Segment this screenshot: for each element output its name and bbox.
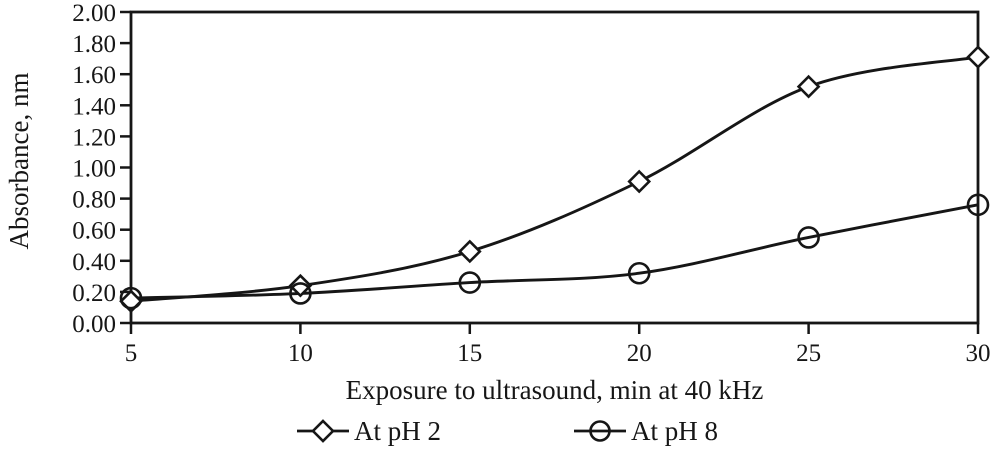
x-axis-tick-label: 25 (796, 340, 821, 367)
y-axis-tick-label: 1.80 (72, 31, 116, 58)
y-axis-tick-label: 0.40 (72, 249, 116, 276)
data-point-circle (627, 261, 651, 285)
x-axis-title: Exposure to ultrasound, min at 40 kHz (345, 375, 764, 405)
x-axis-tick-label: 10 (288, 340, 313, 367)
plot-border (129, 10, 980, 325)
y-axis-tick-label: 0.20 (72, 280, 116, 307)
data-point-circle (119, 286, 143, 310)
data-point-diamond (288, 273, 313, 298)
legend-label-ph8: At pH 8 (631, 415, 718, 446)
data-point-diamond (796, 74, 821, 99)
x-axis-tick-label: 5 (125, 340, 138, 367)
y-axis-tick-label: 2.00 (72, 0, 116, 27)
diamond-marker-icon (297, 419, 349, 443)
data-point-diamond (627, 169, 652, 194)
y-axis-tick-label: 1.60 (72, 62, 116, 89)
y-axis-tick-label: 0.80 (72, 187, 116, 214)
x-axis-tick-label: 30 (966, 340, 991, 367)
y-axis-tick-label: 1.40 (72, 93, 116, 120)
circle-marker-icon (574, 420, 626, 442)
data-point-diamond (457, 239, 482, 264)
data-point-circle (797, 226, 820, 249)
y-axis-tick-label: 0.60 (72, 218, 116, 245)
x-axis-tick-label: 15 (457, 340, 482, 367)
data-point-circle (289, 282, 312, 305)
series-line-ph8 (130, 203, 979, 300)
y-axis-tick-label: 1.20 (72, 124, 116, 151)
y-axis-title: Absorbance, nm (4, 72, 34, 250)
legend: At pH 2 At pH 8 (0, 414, 994, 448)
legend-label-ph2: At pH 2 (354, 415, 441, 446)
data-point-circle (458, 271, 482, 294)
legend-item-ph2: At pH 2 (297, 414, 441, 448)
legend-item-ph8: At pH 8 (574, 414, 718, 448)
y-axis-tick-label: 1.00 (72, 156, 116, 183)
x-axis-tick-label: 20 (627, 340, 652, 367)
data-point-diamond (966, 45, 990, 69)
y-axis-tick-label: 0.00 (72, 311, 116, 338)
data-point-circle (966, 193, 990, 217)
series-line-ph2 (130, 55, 979, 303)
